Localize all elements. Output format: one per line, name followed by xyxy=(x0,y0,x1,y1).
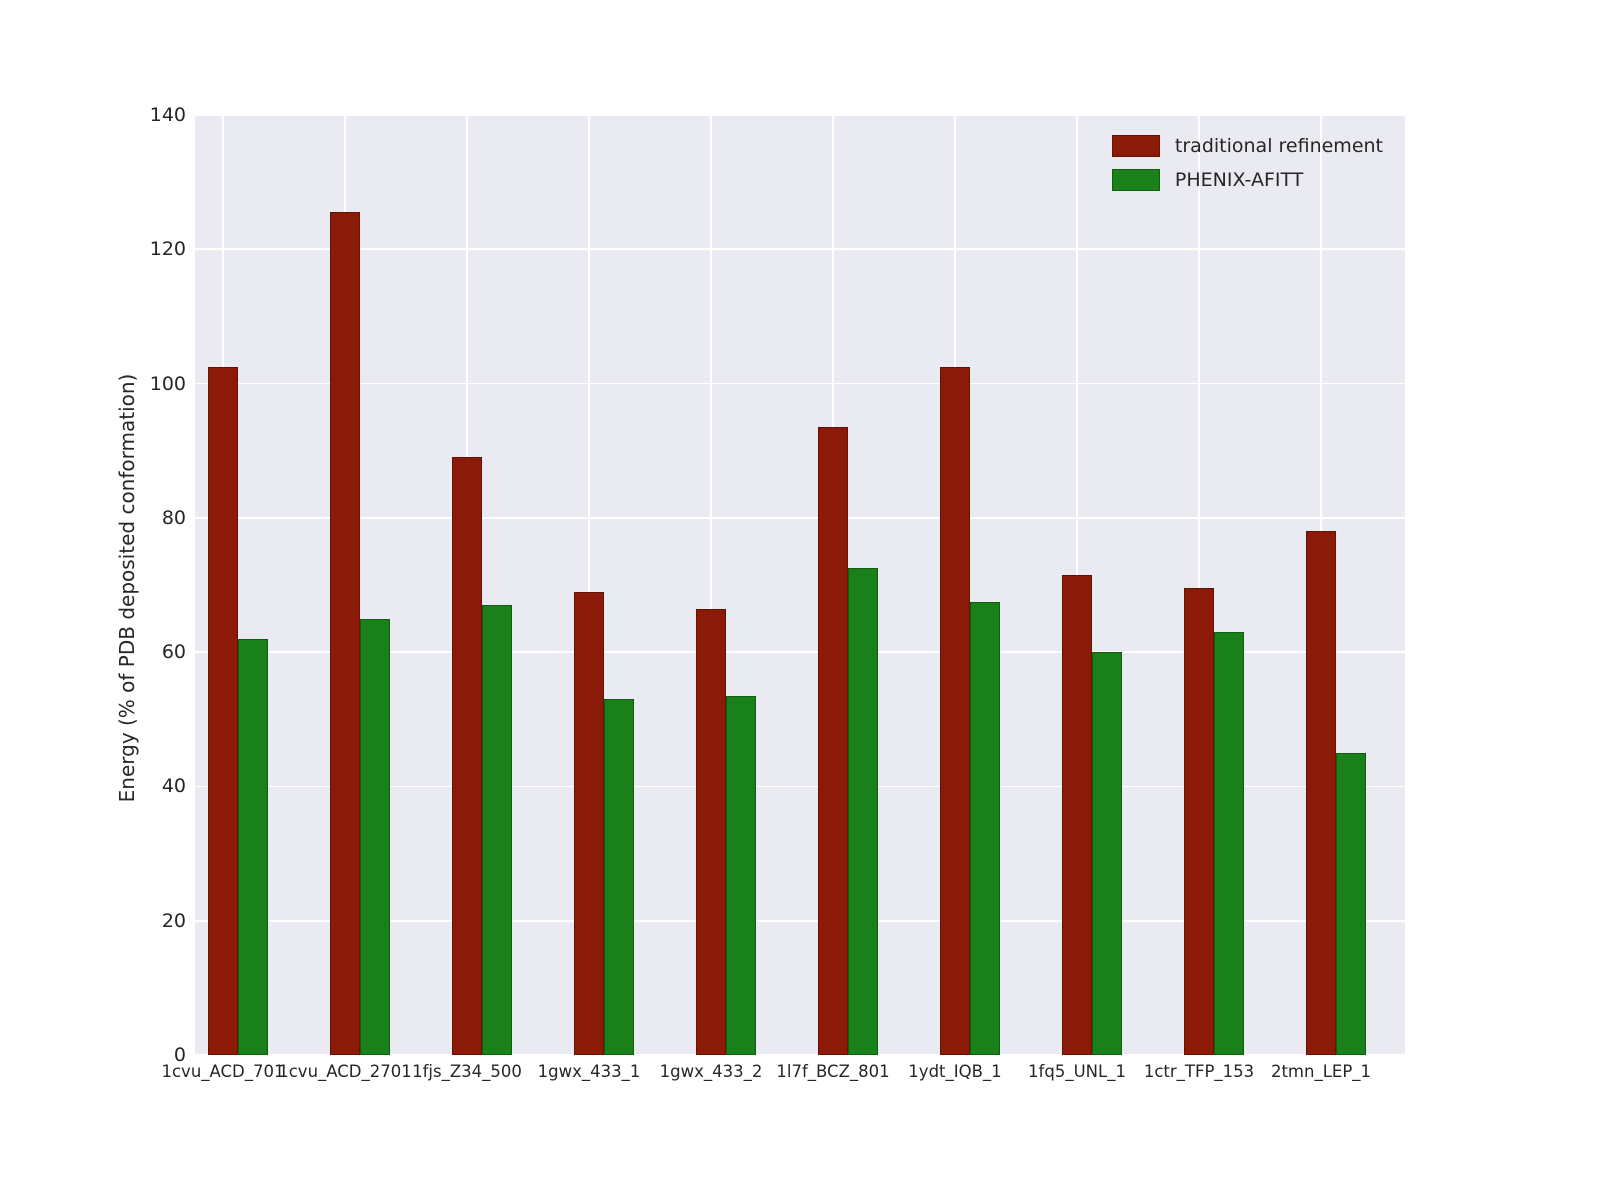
gridline-horizontal-20 xyxy=(195,919,1405,922)
gridline-horizontal-100 xyxy=(195,382,1405,385)
y-tick-label-0: 0 xyxy=(173,1044,186,1066)
x-tick-label-1cvu_ACD_701: 1cvu_ACD_701 xyxy=(161,1062,285,1081)
y-tick-label-40: 40 xyxy=(161,775,186,798)
gridline-horizontal-120 xyxy=(195,248,1405,251)
legend-item-phenix-afitt: PHENIX-AFITT xyxy=(1111,169,1383,191)
y-tick-label-140: 140 xyxy=(149,104,186,126)
x-tick-label-2tmn_LEP_1: 2tmn_LEP_1 xyxy=(1270,1062,1372,1081)
x-tick-label-1ctr_TFP_153: 1ctr_TFP_153 xyxy=(1143,1062,1255,1081)
bar-phenix-afitt-1ydt_IQB_1 xyxy=(970,601,1000,1055)
bar-traditional-refinement-1fjs_Z34_500 xyxy=(452,457,482,1055)
gridline-horizontal-60 xyxy=(195,651,1405,653)
x-tick-label-1gwx_433_2: 1gwx_433_2 xyxy=(659,1062,763,1081)
bar-traditional-refinement-1gwx_433_2 xyxy=(696,608,726,1055)
legend-swatch-phenix-afitt xyxy=(1111,169,1160,191)
legend-swatch-traditional-refinement xyxy=(1111,135,1160,157)
bar-phenix-afitt-1cvu_ACD_2701 xyxy=(360,618,390,1055)
y-axis-tick-labels: 0 20 40 60 80 100 120 140 xyxy=(0,104,186,1066)
bar-traditional-refinement-2tmn_LEP_1 xyxy=(1306,531,1336,1055)
plot-area: traditional refinement PHENIX-AFITT xyxy=(195,114,1405,1056)
legend-item-traditional-refinement: traditional refinement xyxy=(1111,135,1383,157)
bar-phenix-afitt-1gwx_433_2 xyxy=(726,695,756,1055)
gridline-horizontal-140 xyxy=(195,114,1405,116)
bar-phenix-afitt-1fjs_Z34_500 xyxy=(482,605,512,1055)
y-axis-label: Energy (% of PDB deposited conformation) xyxy=(115,373,139,803)
bar-traditional-refinement-1l7f_BCZ_801 xyxy=(818,427,848,1055)
bar-traditional-refinement-1ctr_TFP_153 xyxy=(1184,588,1214,1055)
x-tick-label-1ydt_IQB_1: 1ydt_IQB_1 xyxy=(908,1062,1002,1081)
bar-traditional-refinement-1fq5_UNL_1 xyxy=(1062,574,1092,1055)
y-tick-label-120: 120 xyxy=(149,238,186,261)
gridline-vertical-1gwx_433_2 xyxy=(710,115,712,1055)
bar-phenix-afitt-1gwx_433_1 xyxy=(604,699,634,1055)
bar-phenix-afitt-1fq5_UNL_1 xyxy=(1092,652,1122,1055)
x-tick-label-1gwx_433_1: 1gwx_433_1 xyxy=(537,1062,641,1081)
gridline-horizontal-80 xyxy=(195,517,1405,519)
bar-traditional-refinement-1gwx_433_1 xyxy=(574,591,604,1055)
bar-phenix-afitt-1l7f_BCZ_801 xyxy=(848,568,878,1055)
legend-label-phenix-afitt: PHENIX-AFITT xyxy=(1174,169,1304,191)
gridline-horizontal-0 xyxy=(195,1054,1405,1056)
x-tick-label-1fjs_Z34_500: 1fjs_Z34_500 xyxy=(412,1062,522,1081)
x-tick-label-1cvu_ACD_2701: 1cvu_ACD_2701 xyxy=(278,1062,412,1081)
bar-traditional-refinement-1ydt_IQB_1 xyxy=(940,366,970,1055)
gridline-vertical-1ctr_TFP_153 xyxy=(1198,115,1200,1055)
legend: traditional refinement PHENIX-AFITT xyxy=(1106,131,1389,195)
x-axis-tick-labels: 1cvu_ACD_701 1cvu_ACD_2701 1fjs_Z34_500 1gw… xyxy=(161,1062,1405,1092)
legend-label-traditional-refinement: traditional refinement xyxy=(1174,135,1383,157)
y-tick-label-100: 100 xyxy=(149,372,186,395)
gridline-horizontal-40 xyxy=(195,785,1405,788)
bar-phenix-afitt-1cvu_ACD_701 xyxy=(238,638,268,1055)
bar-traditional-refinement-1cvu_ACD_701 xyxy=(208,366,238,1055)
y-tick-label-60: 60 xyxy=(161,641,186,664)
gridline-vertical-1gwx_433_1 xyxy=(588,115,590,1055)
bar-traditional-refinement-1cvu_ACD_2701 xyxy=(330,212,360,1055)
x-tick-label-1fq5_UNL_1: 1fq5_UNL_1 xyxy=(1028,1062,1126,1081)
y-tick-label-20: 20 xyxy=(161,909,186,932)
bar-phenix-afitt-1ctr_TFP_153 xyxy=(1214,632,1244,1055)
y-tick-label-80: 80 xyxy=(161,506,186,529)
bar-phenix-afitt-2tmn_LEP_1 xyxy=(1336,752,1366,1055)
x-tick-label-1l7f_BCZ_801: 1l7f_BCZ_801 xyxy=(776,1062,890,1081)
